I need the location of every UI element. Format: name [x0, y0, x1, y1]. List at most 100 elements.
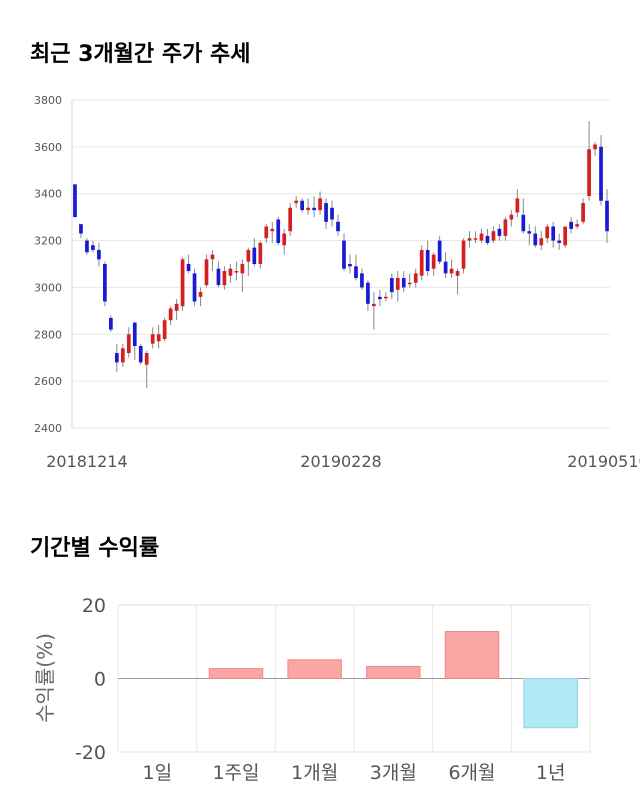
candle-body [431, 254, 436, 269]
candle-body [162, 320, 167, 339]
candle-series [73, 121, 609, 389]
candle-body [479, 233, 484, 241]
candle-body [73, 184, 77, 218]
candle-body [79, 224, 83, 234]
candle-body [383, 296, 388, 299]
candle-body [126, 334, 131, 354]
returns-title: 기간별 수익률 [30, 536, 160, 561]
candle-body [336, 221, 340, 232]
candle-x-tick-label: 20181214 [46, 452, 127, 471]
candle-body [132, 322, 137, 346]
candle-body [300, 200, 304, 211]
candle-body [270, 228, 275, 232]
candle-body [246, 249, 251, 262]
candle-y-axis: 3800 3600 3400 3200 3000 2800 2600 2400 [34, 94, 62, 435]
candle-body [264, 226, 269, 239]
return-bar [287, 659, 342, 680]
candle-body [545, 226, 550, 239]
candle-body [85, 240, 89, 253]
candle-body [114, 353, 119, 363]
candle-body [216, 268, 221, 286]
candle-body [276, 219, 281, 243]
bar-x-tick-label: 1주일 [212, 762, 259, 784]
candle-body [324, 203, 328, 222]
candle-body [330, 207, 334, 220]
candle-body [180, 259, 185, 307]
candle-y-tick-label: 3200 [34, 235, 62, 248]
candle-y-tick-label: 3400 [34, 188, 62, 201]
candle-body [575, 224, 579, 227]
bar-y-axis: 20 0 -20 [75, 595, 106, 764]
candle-body [521, 214, 526, 232]
candle-body [192, 273, 197, 302]
candle-body [198, 292, 203, 297]
bar-x-tick-label: 1개월 [291, 762, 338, 784]
candle-body [366, 282, 370, 304]
candle-body [503, 219, 508, 236]
candle-body [97, 249, 101, 260]
candle-body [348, 264, 352, 267]
candle-body [234, 271, 239, 273]
candle-y-tick-label: 3000 [34, 281, 62, 294]
candle-body [593, 144, 597, 150]
candle-x-axis: 20181214 20190228 20190510 [46, 452, 640, 471]
bar-y-axis-label: 수익률(%) [33, 633, 57, 723]
candle-body [109, 317, 113, 330]
candle-body [168, 308, 173, 321]
bar-x-tick-label: 3개월 [370, 762, 417, 784]
candle-body [378, 296, 382, 300]
candle-body [186, 264, 191, 272]
candle-body [443, 261, 448, 274]
candle-body [569, 221, 573, 229]
candle-body [563, 226, 568, 246]
candle-y-tick-label: 2600 [34, 375, 62, 388]
candle-body [527, 231, 532, 234]
candle-body [395, 278, 400, 290]
candle-body [120, 348, 125, 363]
candle-x-tick-label: 20190228 [300, 452, 381, 471]
bar-y-tick-label: -20 [75, 742, 106, 764]
candle-body [419, 249, 424, 276]
candle-body [222, 271, 227, 286]
candle-body [144, 353, 149, 365]
candle-body [407, 282, 412, 285]
candle-body [228, 268, 233, 276]
return-bar [366, 665, 421, 679]
candle-y-tick-label: 3800 [34, 94, 62, 107]
candle-y-tick-label: 2400 [34, 422, 62, 435]
bar-x-tick-label: 6개월 [448, 762, 495, 784]
candle-y-tick-label: 2800 [34, 328, 62, 341]
candle-body [156, 334, 161, 342]
candle-body [174, 303, 179, 311]
return-bar [208, 668, 264, 680]
candle-grid [71, 99, 610, 429]
bar-y-tick-label: 0 [94, 669, 106, 691]
candle-body [437, 240, 442, 262]
return-bar [130, 678, 185, 679]
candle-body [599, 146, 603, 201]
candle-body [515, 198, 520, 213]
candle-body [240, 264, 245, 274]
candle-body [557, 240, 562, 243]
candle-body [282, 233, 287, 246]
candle-body [91, 245, 95, 250]
candle-body [210, 254, 215, 260]
candle-body [509, 214, 514, 220]
candle-body [150, 334, 155, 344]
candle-body [252, 247, 257, 264]
candle-body [605, 200, 609, 232]
candle-body [587, 149, 591, 197]
candle-body [389, 278, 394, 293]
bar-x-axis: 1일 1주일 1개월 3개월 6개월 1년 [143, 762, 566, 784]
price-trend-title: 최근 3개월간 주가 추세 [30, 42, 251, 67]
bar-x-tick-label: 1년 [536, 762, 566, 784]
candle-body [533, 233, 538, 246]
candle-body [425, 249, 430, 272]
candle-x-tick-label: 20190510 [567, 452, 640, 471]
candle-body [318, 198, 322, 211]
candle-body [342, 240, 346, 269]
candle-body [258, 242, 263, 264]
candle-body [354, 266, 358, 279]
candle-body [306, 207, 310, 211]
